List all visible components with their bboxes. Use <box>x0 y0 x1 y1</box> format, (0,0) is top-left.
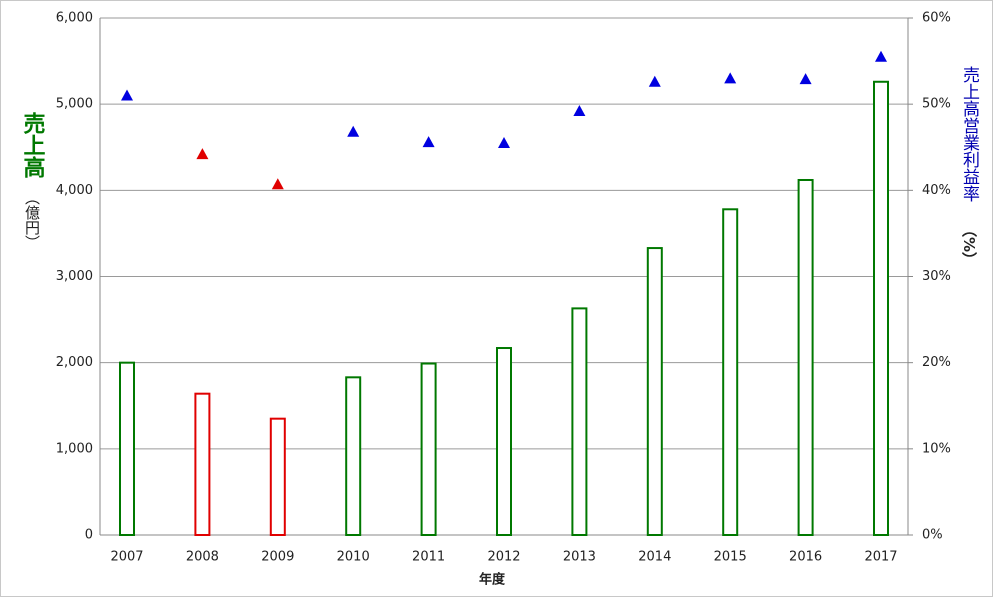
y-tick-label: 1,000 <box>56 441 93 456</box>
y-tick-label: 0 <box>85 528 93 543</box>
bar <box>722 208 739 536</box>
y-tick-label: 6,000 <box>56 11 93 26</box>
bar <box>119 361 135 536</box>
y2-tick-label: 20% <box>922 355 951 370</box>
marker <box>422 136 435 148</box>
y2-tick-label: 0% <box>922 528 943 543</box>
marker <box>724 72 737 84</box>
bar <box>797 178 814 536</box>
marker <box>121 89 133 101</box>
y2-tick-label: 60% <box>922 11 951 26</box>
bar <box>269 417 286 536</box>
bar <box>873 80 889 536</box>
marker <box>648 75 661 87</box>
x-tick-label: 2010 <box>337 550 370 565</box>
y2-tick-label: 40% <box>922 183 951 198</box>
y-tick-label: 3,000 <box>56 269 93 284</box>
x-tick-label: 2017 <box>864 550 897 565</box>
x-tick-label: 2015 <box>714 550 747 565</box>
y2-tick-label: 10% <box>922 441 951 456</box>
bar <box>194 392 211 537</box>
y-tick-label: 5,000 <box>56 97 93 112</box>
x-tick-label: 2009 <box>261 550 294 565</box>
x-tick-label: 2013 <box>563 550 596 565</box>
marker <box>347 125 360 137</box>
y-tick-label: 2,000 <box>56 355 93 370</box>
y2-tick-label: 30% <box>922 269 951 284</box>
y-tick-label: 4,000 <box>56 183 93 198</box>
y2-axis-title: 売上高営業利益率 <box>959 66 980 202</box>
marker <box>875 50 887 62</box>
y2-tick-label: 50% <box>922 97 951 112</box>
marker <box>196 148 209 160</box>
x-tick-label: 2014 <box>638 550 671 565</box>
y-axis-title: 売上高 <box>20 111 46 178</box>
bar <box>571 307 588 536</box>
bar <box>345 376 362 536</box>
x-tick-label: 2016 <box>789 550 822 565</box>
x-tick-label: 2011 <box>412 550 445 565</box>
x-tick-label: 2007 <box>110 550 143 565</box>
y-axis-unit: （億円） <box>23 190 41 250</box>
x-tick-label: 2008 <box>186 550 219 565</box>
bar <box>496 347 512 537</box>
x-axis-title: 年度 <box>479 572 506 588</box>
bar <box>420 362 437 536</box>
y2-axis-unit: （%） <box>960 222 978 267</box>
x-tick-label: 2012 <box>487 550 520 565</box>
marker <box>271 178 284 190</box>
marker <box>573 105 586 117</box>
marker <box>498 136 510 148</box>
bar <box>646 247 663 536</box>
marker <box>799 73 812 85</box>
